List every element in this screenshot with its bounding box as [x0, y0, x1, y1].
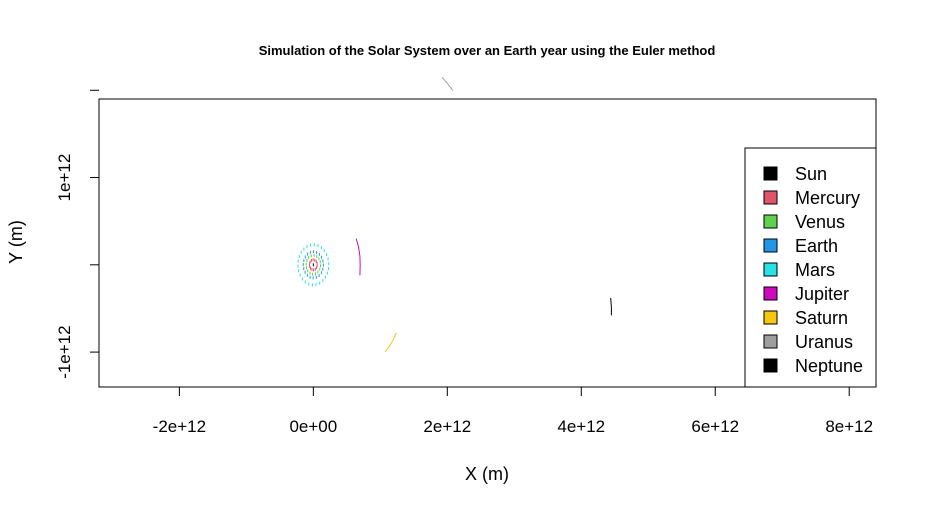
y-tick-label: 1e+12: [55, 154, 74, 202]
x-tick-label: 2e+12: [423, 417, 471, 436]
legend-swatch: [763, 358, 778, 373]
orbit-trace: [610, 297, 612, 316]
legend-swatch: [763, 166, 778, 181]
legend: Sun Mercury Venus Earth Mars Jupiter Saturn Ura…: [744, 147, 877, 388]
series-neptune: [610, 297, 612, 316]
orbit-trace: [384, 332, 397, 353]
legend-swatch: [763, 190, 778, 205]
series-earth: [302, 250, 324, 280]
y-axis: -1e+12 1e+12: [55, 89, 99, 379]
plot-area: [297, 76, 612, 353]
legend-label: Earth: [795, 236, 838, 256]
legend-swatch: [763, 310, 778, 325]
legend-label: Neptune: [795, 356, 863, 376]
legend-swatch: [763, 262, 778, 277]
legend-label: Venus: [795, 212, 845, 232]
legend-label: Sun: [795, 164, 827, 184]
legend-swatch: [763, 334, 778, 349]
x-axis: -2e+12 0e+00 2e+12 4e+12 6e+12 8e+12: [153, 387, 873, 436]
x-tick-label: -2e+12: [153, 417, 206, 436]
legend-swatch: [763, 286, 778, 301]
legend-label: Jupiter: [795, 284, 849, 304]
x-tick-label: 4e+12: [557, 417, 605, 436]
orbit-trace: [441, 76, 454, 91]
series-jupiter: [355, 238, 361, 276]
y-axis-label: Y (m): [6, 220, 26, 264]
legend-swatch: [763, 214, 778, 229]
series-venus: [305, 253, 322, 276]
y-tick-label: -1e+12: [55, 325, 74, 378]
legend-label: Mars: [795, 260, 835, 280]
series-mars: [297, 243, 330, 287]
legend-swatch: [763, 238, 778, 253]
legend-label: Uranus: [795, 332, 853, 352]
series-mercury: [309, 258, 318, 272]
x-tick-label: 6e+12: [691, 417, 739, 436]
legend-label: Mercury: [795, 188, 860, 208]
x-tick-label: 0e+00: [289, 417, 337, 436]
x-axis-label: X (m): [465, 464, 509, 484]
legend-label: Saturn: [795, 308, 848, 328]
x-tick-label: 8e+12: [825, 417, 873, 436]
orbit-trace: [355, 238, 361, 276]
chart-title: Simulation of the Solar System over an E…: [259, 43, 716, 58]
series-saturn: [384, 332, 397, 353]
series-uranus: [441, 76, 454, 91]
